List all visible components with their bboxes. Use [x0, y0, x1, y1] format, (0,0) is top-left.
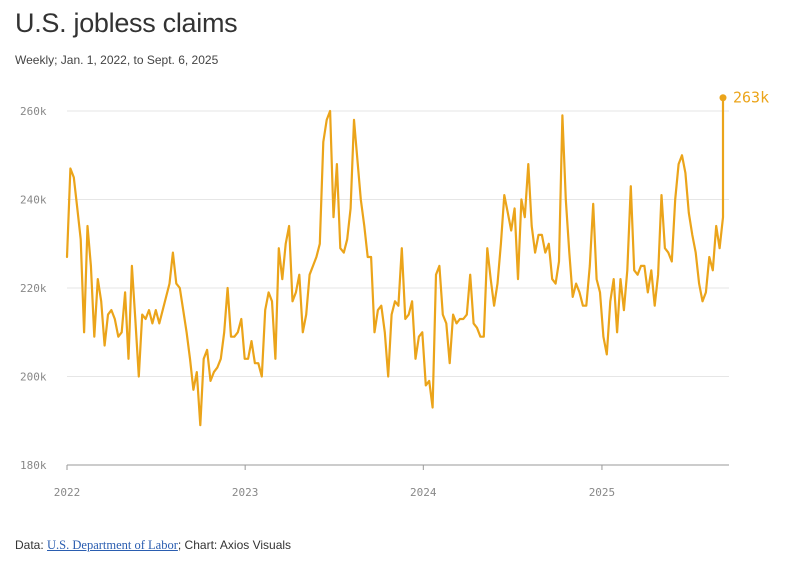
chart-title: U.S. jobless claims — [15, 8, 238, 38]
series-line-jobless-claims — [65, 96, 725, 427]
y-axis: 180k 200k 220k 240k 260k — [20, 105, 47, 472]
gridlines — [67, 110, 729, 466]
y-tick-label: 200k — [20, 371, 47, 384]
y-tick-label: 220k — [20, 282, 47, 295]
source-link[interactable]: U.S. Department of Labor — [47, 538, 178, 552]
y-tick-label: 240k — [20, 194, 47, 207]
chart-subtitle: Weekly; Jan. 1, 2022, to Sept. 6, 2025 — [15, 53, 219, 67]
source-suffix: ; Chart: Axios Visuals — [177, 538, 292, 552]
x-axis: 2022 2023 2024 2025 — [54, 465, 615, 499]
end-point-marker — [719, 94, 727, 102]
y-tick-label: 260k — [20, 105, 47, 118]
source-note: Data: U.S. Department of Labor; Chart: A… — [15, 538, 291, 553]
y-tick-label: 180k — [20, 459, 47, 472]
x-tick-label: 2022 — [54, 486, 81, 499]
x-tick-label: 2023 — [232, 486, 259, 499]
end-value-label: 263k — [733, 89, 769, 107]
source-prefix: Data: — [15, 538, 48, 552]
x-tick-label: 2024 — [410, 486, 437, 499]
x-tick-label: 2025 — [589, 486, 616, 499]
